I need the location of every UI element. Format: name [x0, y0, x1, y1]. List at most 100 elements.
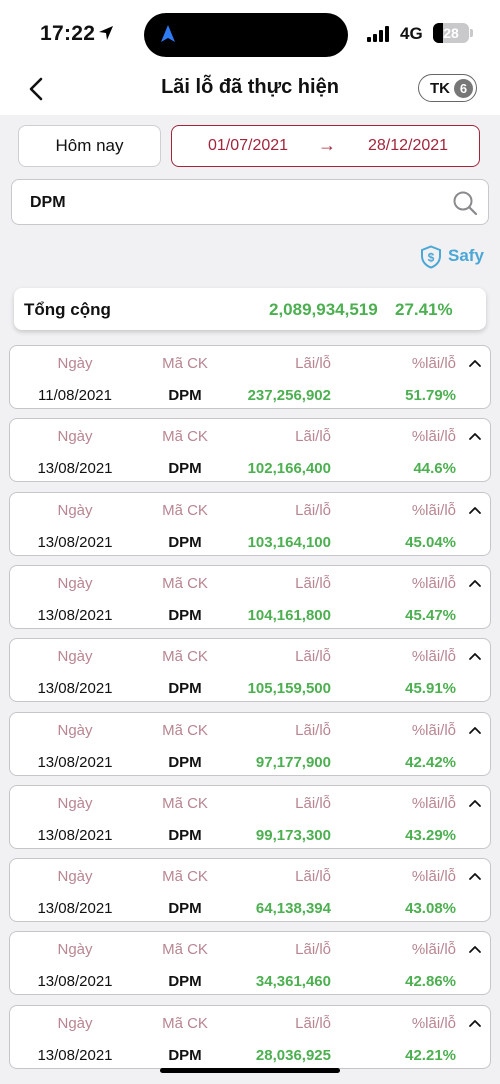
- column-header-profit-loss: Lãi/lỗ: [295, 501, 331, 519]
- column-header-date: Ngày: [57, 1014, 93, 1032]
- row-stock-code: DPM: [168, 973, 202, 991]
- account-button[interactable]: TK 6: [418, 74, 477, 102]
- column-header-percent: %lãi/lỗ: [411, 794, 456, 812]
- row-profit-loss: 102,166,400: [247, 460, 331, 478]
- summary-amount: 2,089,934,519: [269, 300, 378, 319]
- row-percent: 45.04%: [405, 533, 456, 551]
- arrow-right-icon: →: [318, 135, 336, 155]
- column-header-date: Ngày: [57, 648, 93, 666]
- row-date: 13/08/2021: [37, 1046, 113, 1064]
- column-header-percent: %lãi/lỗ: [411, 501, 456, 519]
- chevron-up-icon[interactable]: [468, 358, 482, 368]
- row-stock-code: DPM: [168, 900, 202, 918]
- column-header-percent: %lãi/lỗ: [411, 648, 456, 666]
- row-profit-loss: 237,256,902: [247, 387, 331, 404]
- column-header-profit-loss: Lãi/lỗ: [295, 1014, 331, 1032]
- account-label: TK: [430, 80, 450, 97]
- list-item[interactable]: Ngày Mã CK Lãi/lỗ %lãi/lỗ 13/08/2021 DPM 34,36…: [9, 931, 491, 996]
- column-header-profit-loss: Lãi/lỗ: [295, 794, 331, 812]
- chevron-up-icon[interactable]: [468, 871, 482, 881]
- row-percent: 42.21%: [405, 1046, 456, 1064]
- list-item[interactable]: Ngày Mã CK Lãi/lỗ %lãi/lỗ 13/08/2021 DPM 99,17…: [9, 784, 491, 849]
- summary-label: Tổng cộng: [24, 300, 111, 319]
- chevron-up-icon[interactable]: [468, 725, 482, 735]
- row-percent: 42.86%: [405, 973, 456, 991]
- location-arrow-icon: [99, 26, 113, 40]
- column-header-profit-loss: Lãi/lỗ: [295, 941, 331, 959]
- back-icon[interactable]: [24, 76, 50, 102]
- list-item[interactable]: Ngày Mã CK Lãi/lỗ %lãi/lỗ 13/08/2021 DPM 104,1…: [9, 564, 491, 629]
- date-to[interactable]: 28/12/2021: [368, 137, 449, 154]
- column-header-date: Ngày: [57, 721, 93, 739]
- column-header-percent: %lãi/lỗ: [411, 428, 456, 446]
- row-percent: 42.42%: [405, 753, 456, 771]
- column-header-date: Ngày: [57, 868, 93, 886]
- column-header-profit-loss: Lãi/lỗ: [295, 721, 331, 739]
- list-item[interactable]: Ngày Mã CK Lãi/lỗ %lãi/lỗ 13/08/2021 DPM 105,1…: [9, 638, 491, 703]
- list-item[interactable]: Ngày Mã CK Lãi/lỗ %lãi/lỗ 13/08/2021 DPM 64,13…: [9, 858, 491, 923]
- list-item[interactable]: Ngày Mã CK Lãi/lỗ %lãi/lỗ 13/08/2021 DPM 103,1…: [9, 491, 491, 556]
- chevron-up-icon[interactable]: [468, 1018, 482, 1028]
- column-header-profit-loss: Lãi/lỗ: [295, 574, 331, 592]
- today-button[interactable]: Hôm nay: [18, 125, 161, 167]
- row-profit-loss: 97,177,900: [255, 753, 331, 771]
- dynamic-island: [144, 13, 348, 57]
- chevron-up-icon[interactable]: [468, 431, 482, 441]
- column-header-code: Mã CK: [162, 721, 208, 739]
- row-date: 13/08/2021: [37, 680, 113, 698]
- column-header-code: Mã CK: [162, 574, 208, 592]
- svg-text:$: $: [428, 251, 435, 265]
- page-title: Lãi lỗ đã thực hiện: [161, 76, 339, 98]
- row-profit-loss: 34,361,460: [255, 973, 331, 991]
- chevron-up-icon[interactable]: [468, 944, 482, 954]
- column-header-percent: %lãi/lỗ: [411, 1014, 456, 1032]
- chevron-up-icon[interactable]: [468, 578, 482, 588]
- chevron-up-icon[interactable]: [468, 505, 482, 515]
- column-header-profit-loss: Lãi/lỗ: [295, 648, 331, 666]
- column-header-date: Ngày: [57, 428, 93, 446]
- column-header-code: Mã CK: [162, 428, 208, 446]
- row-percent: 45.91%: [405, 680, 456, 698]
- chevron-up-icon[interactable]: [468, 651, 482, 661]
- column-header-code: Mã CK: [162, 648, 208, 666]
- column-header-percent: %lãi/lỗ: [411, 941, 456, 959]
- row-date: 13/08/2021: [37, 826, 113, 844]
- brand-name: Safy: [448, 246, 484, 265]
- chevron-up-icon[interactable]: [468, 798, 482, 808]
- column-header-code: Mã CK: [162, 501, 208, 519]
- row-date: 13/08/2021: [37, 900, 113, 918]
- column-header-code: Mã CK: [162, 794, 208, 812]
- column-header-date: Ngày: [57, 574, 93, 592]
- column-header-code: Mã CK: [162, 868, 208, 886]
- row-stock-code: DPM: [168, 460, 202, 478]
- row-date: 13/08/2021: [37, 533, 113, 551]
- row-stock-code: DPM: [168, 680, 202, 698]
- date-range-picker[interactable]: 01/07/2021 → 28/12/2021: [171, 125, 480, 167]
- shield-dollar-icon: $: [421, 245, 441, 269]
- column-header-date: Ngày: [57, 794, 93, 812]
- row-profit-loss: 104,161,800: [247, 606, 331, 624]
- search-icon[interactable]: [452, 190, 478, 216]
- list-item[interactable]: Ngày Mã CK Lãi/lỗ %lãi/lỗ 13/08/2021 DPM 97,17…: [9, 711, 491, 776]
- column-header-date: Ngày: [57, 355, 93, 372]
- row-stock-code: DPM: [168, 753, 202, 771]
- list-item[interactable]: Ngày Mã CK Lãi/lỗ %lãi/lỗ 11/08/2021 DPM 237,2…: [9, 345, 491, 409]
- row-date: 11/08/2021: [38, 387, 112, 404]
- row-profit-loss: 105,159,500: [247, 680, 331, 698]
- summary-card: Tổng cộng 2,089,934,519 27.41%: [14, 288, 486, 330]
- column-header-date: Ngày: [57, 501, 93, 519]
- navigation-icon: [161, 25, 175, 42]
- column-header-profit-loss: Lãi/lỗ: [295, 868, 331, 886]
- search-input[interactable]: [30, 191, 430, 215]
- row-profit-loss: 99,173,300: [255, 826, 331, 844]
- column-header-profit-loss: Lãi/lỗ: [295, 428, 331, 446]
- home-indicator: [160, 1068, 340, 1073]
- row-stock-code: DPM: [168, 387, 202, 404]
- row-profit-loss: 103,164,100: [247, 533, 331, 551]
- list-item[interactable]: Ngày Mã CK Lãi/lỗ %lãi/lỗ 13/08/2021 DPM 28,03…: [9, 1004, 491, 1069]
- list-item[interactable]: Ngày Mã CK Lãi/lỗ %lãi/lỗ 13/08/2021 DPM 102,1…: [9, 418, 491, 483]
- column-header-percent: %lãi/lỗ: [411, 355, 456, 372]
- search-box: [11, 179, 489, 225]
- row-stock-code: DPM: [168, 826, 202, 844]
- date-from[interactable]: 01/07/2021: [208, 137, 289, 154]
